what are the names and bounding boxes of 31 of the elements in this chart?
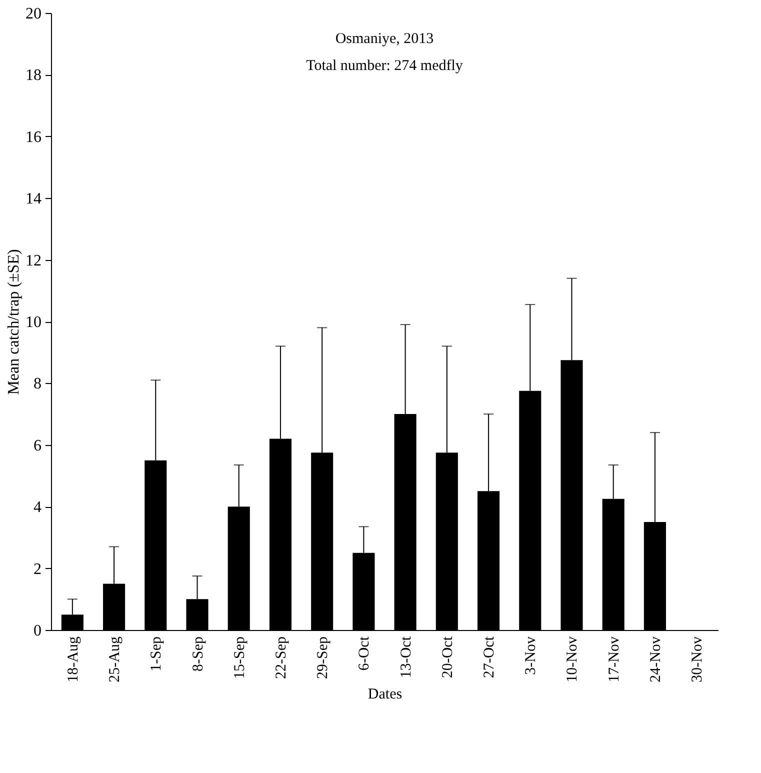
y-tick-label: 12 <box>26 252 42 270</box>
x-tick-label: 18-Aug <box>65 636 82 682</box>
x-tick-label: 3-Nov <box>523 636 540 675</box>
y-tick-label: 2 <box>34 560 42 578</box>
x-tick-label: 20-Oct <box>440 636 456 678</box>
x-tick-label: 30-Nov <box>690 636 706 682</box>
x-tick-label: 25-Aug <box>107 636 124 682</box>
x-axis-title: Dates <box>368 686 402 702</box>
y-tick-label: 20 <box>26 6 42 22</box>
x-tick-label: 6-Oct <box>356 636 373 671</box>
y-tick-label: 4 <box>34 499 42 516</box>
y-axis-title: Mean catch/trap (±SE) <box>6 249 22 395</box>
x-tick-label: 24-Nov <box>648 636 664 682</box>
annotation: Total number: 274 medfly <box>306 58 464 74</box>
y-tick-label: 0 <box>34 622 42 640</box>
x-tick-label: 8-Sep <box>190 636 206 672</box>
x-tick-label: 1-Sep <box>148 636 165 672</box>
y-tick-label: 18 <box>26 67 42 84</box>
y-tick-label: 6 <box>34 437 42 454</box>
x-tick-label: 29-Sep <box>315 636 332 679</box>
x-tick-label: 17-Nov <box>606 636 622 682</box>
x-tick-label: 27-Oct <box>482 636 498 678</box>
x-tick-label: 15-Sep <box>232 636 248 679</box>
y-tick-label: 16 <box>26 128 42 146</box>
y-tick-label: 8 <box>34 376 42 393</box>
x-tick-label: 22-Sep <box>273 636 290 679</box>
y-tick-label: 14 <box>26 190 42 208</box>
x-tick-label: 10-Nov <box>564 636 581 682</box>
y-tick-label: 10 <box>26 314 42 331</box>
x-tick-label: 13-Oct <box>398 636 414 678</box>
annotation: Osmaniye, 2013 <box>335 31 434 47</box>
